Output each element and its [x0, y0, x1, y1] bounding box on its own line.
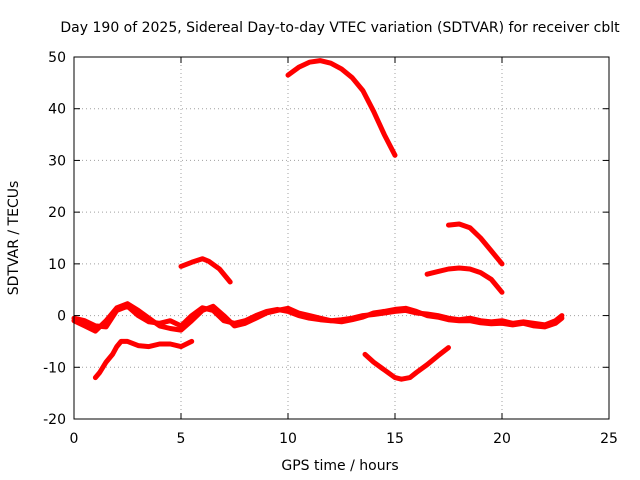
x-tick-labels: 0 5 10 15 20 25 — [70, 431, 618, 447]
y-tick-label: 0 — [57, 309, 66, 325]
series-group — [71, 58, 565, 382]
series-line-arc-0.9h — [92, 338, 195, 381]
y-tick-label: -10 — [43, 360, 66, 376]
y-tick-label: 10 — [48, 257, 66, 273]
series-line-baseline-b — [71, 301, 565, 334]
x-tick-label: 20 — [493, 431, 511, 447]
chart-title: Day 190 of 2025, Sidereal Day-to-day VTE… — [60, 20, 620, 36]
y-tick-label: 50 — [48, 50, 66, 66]
axis-ticks — [73, 56, 610, 420]
series-line-arc-5.0h — [178, 256, 233, 285]
x-tick-label: 10 — [279, 431, 297, 447]
grid-lines — [74, 57, 609, 419]
x-tick-label: 5 — [177, 431, 186, 447]
x-tick-label: 15 — [386, 431, 404, 447]
plot-frame — [73, 56, 610, 420]
series-line-arc-17.5h — [446, 221, 505, 267]
y-tick-label: 40 — [48, 102, 66, 118]
y-tick-label: 20 — [48, 205, 66, 221]
series-line-arc-16.5h — [424, 265, 505, 295]
x-tick-label: 25 — [600, 431, 618, 447]
x-axis-label: GPS time / hours — [281, 458, 398, 474]
x-tick-label: 0 — [70, 431, 79, 447]
y-tick-label: -20 — [43, 412, 66, 428]
y-tick-label: 30 — [48, 153, 66, 169]
y-axis-label: SDTVAR / TECUs — [6, 181, 22, 296]
y-tick-labels: -20 -10 0 10 20 30 40 50 — [43, 50, 66, 428]
series-line-arc-13.6h — [362, 345, 451, 382]
series-line-arc-10.0h — [285, 58, 398, 158]
